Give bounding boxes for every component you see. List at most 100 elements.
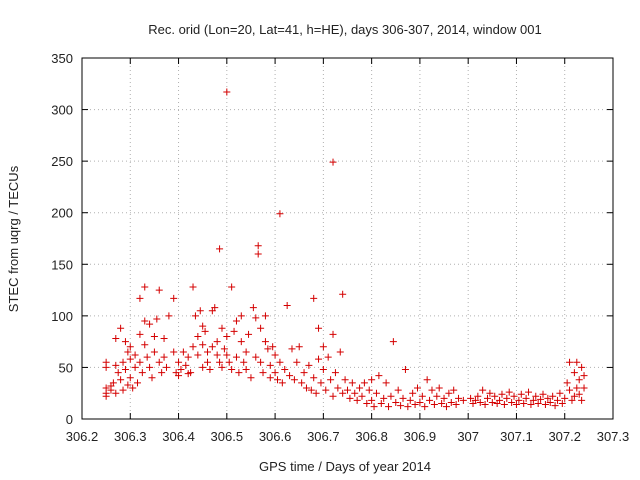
data-point [445, 389, 453, 397]
data-point [182, 361, 190, 369]
data-point [247, 374, 255, 382]
data-point [319, 365, 327, 373]
data-point [199, 341, 207, 349]
data-point [435, 384, 443, 392]
y-tick-label: 100 [51, 309, 73, 324]
data-point [556, 389, 564, 397]
data-point [573, 358, 581, 366]
data-point [271, 369, 279, 377]
data-point [261, 338, 269, 346]
data-point [276, 358, 284, 366]
data-point [423, 376, 431, 384]
data-point [281, 365, 289, 373]
x-tick-label: 306.2 [66, 429, 99, 444]
data-point [496, 396, 504, 404]
y-tick-label: 0 [66, 412, 73, 427]
data-point [324, 353, 332, 361]
data-point [418, 392, 426, 400]
data-point [525, 388, 533, 396]
data-point [126, 355, 134, 363]
data-point [529, 396, 537, 404]
data-point [339, 290, 347, 298]
x-tick-label: 306.5 [211, 429, 244, 444]
data-point [102, 358, 110, 366]
data-point [385, 403, 393, 411]
x-tick-label: 306.7 [307, 429, 340, 444]
data-point [242, 365, 250, 373]
data-point [191, 312, 199, 320]
data-point [575, 390, 583, 398]
data-point [394, 386, 402, 394]
data-point [544, 394, 552, 402]
data-point [428, 386, 436, 394]
data-point [242, 348, 250, 356]
data-point [143, 353, 151, 361]
data-point [187, 369, 195, 377]
data-point [146, 363, 154, 371]
data-point [430, 401, 438, 409]
data-point [112, 389, 120, 397]
data-point [368, 396, 376, 404]
data-point [399, 394, 407, 402]
data-point [194, 332, 202, 340]
data-point [329, 392, 337, 400]
data-point [515, 396, 523, 404]
data-point [117, 324, 125, 332]
data-point [124, 348, 132, 356]
data-point [269, 343, 277, 351]
x-tick-label: 306.8 [355, 429, 388, 444]
data-point [433, 392, 441, 400]
data-point [223, 332, 231, 340]
data-point [146, 320, 154, 328]
data-point [237, 338, 245, 346]
data-point [561, 394, 569, 402]
data-point [397, 402, 405, 410]
data-point [331, 369, 339, 377]
data-point [315, 355, 323, 363]
data-point [155, 358, 163, 366]
x-tick-label: 306.9 [404, 429, 437, 444]
data-point [194, 351, 202, 359]
data-point [117, 376, 125, 384]
data-point [401, 365, 409, 373]
data-point [179, 348, 187, 356]
data-point [213, 351, 221, 359]
data-point [387, 392, 395, 400]
data-point [112, 361, 120, 369]
data-point [307, 386, 315, 394]
data-point [266, 361, 274, 369]
data-point [459, 396, 467, 404]
data-point [532, 392, 540, 400]
data-point [317, 379, 325, 387]
data-point [274, 376, 282, 384]
y-tick-label: 200 [51, 206, 73, 221]
data-point [252, 314, 260, 322]
data-point [196, 307, 204, 315]
data-point [447, 398, 455, 406]
data-point [155, 286, 163, 294]
data-point [160, 353, 168, 361]
data-point [522, 394, 530, 402]
data-point [201, 327, 209, 335]
data-point [570, 369, 578, 377]
data-point [546, 398, 554, 406]
data-point [411, 401, 419, 409]
data-point [276, 210, 284, 218]
y-tick-label: 50 [59, 360, 73, 375]
data-point [568, 396, 576, 404]
data-point [266, 374, 274, 382]
data-point [230, 327, 238, 335]
data-point [372, 389, 380, 397]
data-point [109, 379, 117, 387]
data-point [124, 381, 132, 389]
data-point [389, 338, 397, 346]
data-point [517, 390, 525, 398]
data-point [360, 379, 368, 387]
data-point [134, 379, 142, 387]
data-point [319, 343, 327, 351]
data-point [527, 401, 535, 409]
data-point [114, 369, 122, 377]
data-point [119, 358, 127, 366]
data-point [310, 294, 318, 302]
